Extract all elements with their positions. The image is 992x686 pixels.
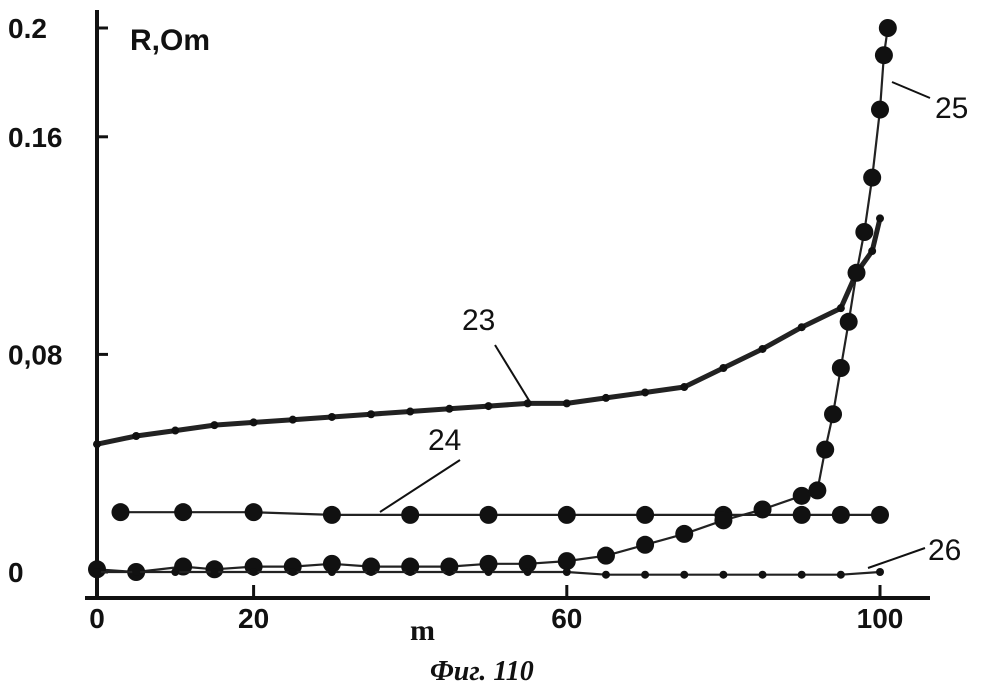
data-point-23	[485, 402, 493, 410]
data-point-26	[171, 568, 179, 576]
data-point-24	[871, 506, 889, 524]
x-axis-label: m	[410, 614, 435, 647]
data-point-25	[675, 525, 693, 543]
data-point-23	[868, 247, 876, 255]
data-point-26	[289, 568, 297, 576]
data-point-26	[210, 568, 218, 576]
leader-line-26	[868, 548, 925, 568]
data-point-23	[680, 383, 688, 391]
data-point-24	[174, 503, 192, 521]
x-tick-label: 20	[238, 603, 269, 634]
data-point-25	[816, 441, 834, 459]
data-point-24	[558, 506, 576, 524]
data-point-23	[93, 440, 101, 448]
data-point-23	[250, 418, 258, 426]
series-label-23: 23	[462, 304, 495, 337]
data-point-23	[641, 388, 649, 396]
data-point-26	[328, 568, 336, 576]
data-point-25	[879, 19, 897, 37]
data-point-23	[210, 421, 218, 429]
data-point-26	[798, 571, 806, 579]
data-point-24	[401, 506, 419, 524]
data-point-25	[863, 169, 881, 187]
data-point-24	[323, 506, 341, 524]
data-point-25	[832, 359, 850, 377]
data-point-26	[602, 571, 610, 579]
data-point-25	[808, 481, 826, 499]
data-point-23	[602, 394, 610, 402]
data-point-24	[636, 506, 654, 524]
series-line-25	[97, 28, 888, 572]
series-layer	[88, 19, 897, 581]
data-point-25	[597, 547, 615, 565]
data-point-25	[754, 500, 772, 518]
leader-line-23	[495, 345, 530, 402]
data-point-25	[855, 223, 873, 241]
series-label-25: 25	[935, 92, 968, 125]
y-tick-label: 0,08	[8, 339, 63, 370]
y-tick-label: 0.2	[8, 13, 47, 44]
x-tick-label: 100	[857, 603, 904, 634]
data-point-24	[480, 506, 498, 524]
data-point-25	[558, 552, 576, 570]
data-point-26	[445, 568, 453, 576]
data-point-23	[759, 345, 767, 353]
y-tick-label: 0	[8, 557, 24, 588]
data-point-26	[563, 568, 571, 576]
data-point-26	[406, 568, 414, 576]
data-point-23	[837, 304, 845, 312]
figure-caption: Фиг. 110	[430, 656, 534, 686]
data-point-23	[798, 323, 806, 331]
data-point-23	[719, 364, 727, 372]
data-point-24	[245, 503, 263, 521]
data-point-26	[367, 568, 375, 576]
data-point-23	[171, 427, 179, 435]
data-point-24	[111, 503, 129, 521]
data-point-23	[132, 432, 140, 440]
data-point-26	[759, 571, 767, 579]
y-axis-label: R,Om	[130, 24, 210, 57]
data-point-26	[132, 568, 140, 576]
data-point-23	[876, 214, 884, 222]
data-point-26	[250, 568, 258, 576]
data-point-26	[524, 568, 532, 576]
data-point-25	[714, 511, 732, 529]
leader-line-25	[892, 82, 930, 98]
data-point-26	[719, 571, 727, 579]
data-point-23	[328, 413, 336, 421]
data-point-26	[93, 568, 101, 576]
data-point-23	[406, 408, 414, 416]
data-point-26	[485, 568, 493, 576]
leader-line-24	[380, 460, 460, 512]
x-tick-label: 0	[89, 603, 105, 634]
data-point-25	[871, 101, 889, 119]
data-point-25	[793, 487, 811, 505]
series-label-24: 24	[428, 424, 461, 457]
data-point-26	[837, 571, 845, 579]
series-label-26: 26	[928, 534, 961, 567]
y-tick-label: 0.16	[8, 122, 63, 153]
data-point-23	[445, 405, 453, 413]
data-point-26	[680, 571, 688, 579]
data-point-25	[824, 405, 842, 423]
data-point-25	[848, 264, 866, 282]
x-tick-label: 60	[551, 603, 582, 634]
data-point-26	[876, 568, 884, 576]
data-point-25	[875, 46, 893, 64]
data-point-23	[289, 416, 297, 424]
data-point-23	[367, 410, 375, 418]
data-point-23	[524, 399, 532, 407]
data-point-25	[840, 313, 858, 331]
series-25	[88, 19, 897, 581]
data-point-24	[832, 506, 850, 524]
data-point-23	[563, 399, 571, 407]
data-point-25	[636, 536, 654, 554]
series-labels: 23 24 25 26	[380, 82, 968, 568]
data-point-24	[793, 506, 811, 524]
data-point-26	[641, 571, 649, 579]
